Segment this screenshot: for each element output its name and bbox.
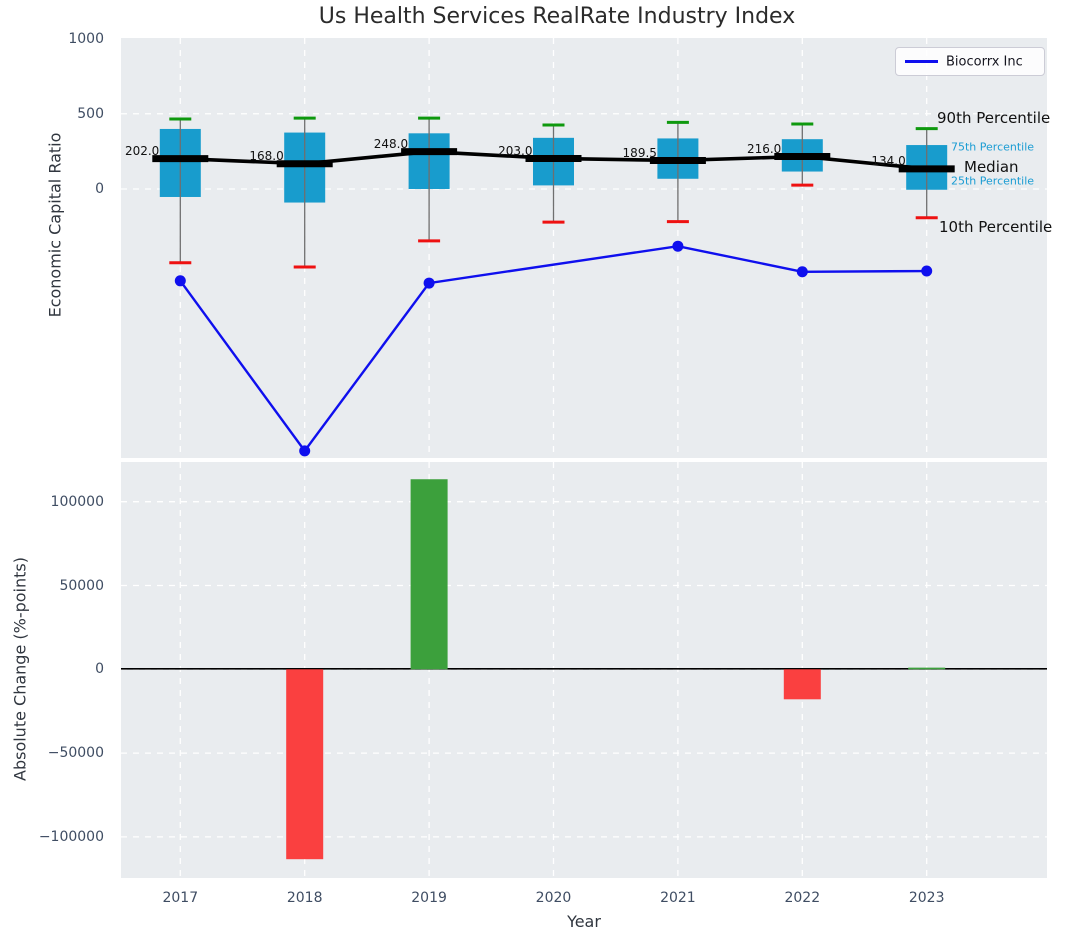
median-value-label: 203.0: [498, 143, 533, 158]
annotation-median: Median: [964, 158, 1019, 176]
x-tick-year: 2018: [286, 890, 323, 906]
top-y-axis-label: Economic Capital Ratio: [45, 132, 65, 318]
x-tick-year: 2020: [535, 890, 572, 906]
legend-line-sample-icon: [905, 60, 938, 63]
x-tick-year: 2017: [162, 890, 199, 906]
top-y-tick: 1000: [68, 30, 104, 47]
top-y-tick: 500: [77, 105, 104, 122]
x-tick-year: 2023: [908, 890, 945, 906]
bottom-y-tick: 100000: [50, 493, 104, 510]
top-axes-background: [121, 38, 1047, 458]
bottom-axes-background: [121, 462, 1047, 878]
x-tick-year: 2022: [784, 890, 821, 906]
x-tick-year: 2021: [660, 890, 696, 906]
bottom-y-tick: 50000: [59, 577, 104, 594]
x-tick-year: 2019: [411, 890, 447, 906]
median-value-label: 216.0: [746, 141, 782, 156]
bottom-y-tick: −100000: [38, 828, 104, 845]
annotation-75th-percentile: 75th Percentile: [951, 140, 1035, 154]
median-value-label: 248.0: [373, 137, 409, 152]
bottom-y-tick: 0: [95, 661, 104, 678]
median-value-label: 168.0: [249, 149, 284, 164]
median-value-label: 134.0: [871, 154, 906, 169]
annotation-25th-percentile: 25th Percentile: [951, 174, 1035, 188]
legend-series-label: Biocorrx Inc: [946, 54, 1023, 69]
median-value-label: 189.5: [622, 145, 657, 160]
legend: Biocorrx Inc: [895, 47, 1045, 76]
annotation-90th-percentile: 90th Percentile: [937, 109, 1051, 127]
annotation-10th-percentile: 10th Percentile: [939, 218, 1053, 236]
median-value-label: 202.0: [124, 144, 160, 159]
x-axis-label: Year: [567, 912, 601, 931]
chart-title: Us Health Services RealRate Industry Ind…: [318, 4, 796, 29]
top-y-tick: 0: [95, 181, 104, 197]
bottom-y-tick: −50000: [47, 745, 104, 762]
